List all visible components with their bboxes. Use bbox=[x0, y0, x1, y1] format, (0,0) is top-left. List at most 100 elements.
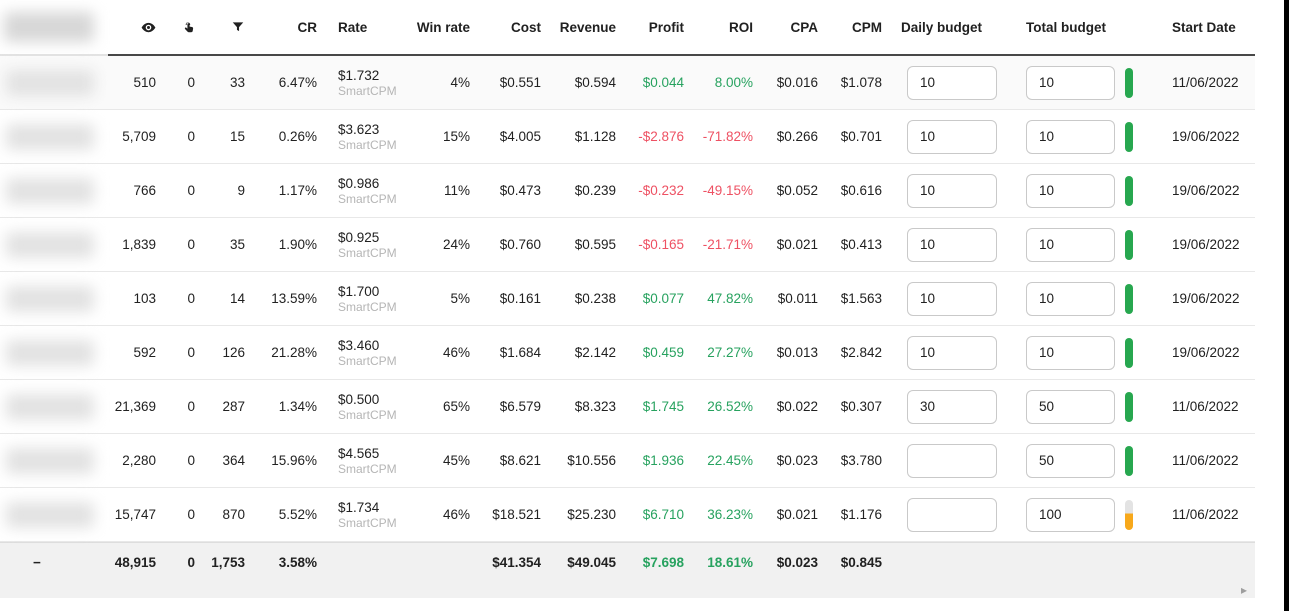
totals-row: − 48,915 0 1,753 3.58% $41.354 $49.045 $… bbox=[0, 543, 1255, 581]
totals-impressions: 48,915 bbox=[114, 554, 156, 570]
profit-value: $0.459 bbox=[642, 345, 684, 360]
table-row: 103 0 14 13.59% $1.700 SmartCPM 5% $0.16… bbox=[0, 272, 1255, 326]
win-rate-value: 11% bbox=[443, 183, 470, 198]
col-header-profit[interactable]: Profit bbox=[618, 0, 686, 56]
daily-budget-input[interactable] bbox=[907, 443, 997, 478]
win-rate-value: 15% bbox=[442, 129, 470, 144]
rate-type-label: SmartCPM bbox=[338, 353, 397, 368]
win-rate-value: 46% bbox=[442, 507, 470, 522]
col-header-cpa[interactable]: CPA bbox=[755, 0, 820, 56]
total-budget-input[interactable] bbox=[1026, 281, 1115, 316]
col-header-daily-budget[interactable]: Daily budget bbox=[884, 0, 1016, 56]
totals-roi: 18.61% bbox=[707, 554, 753, 570]
col-header-cpm[interactable]: CPM bbox=[820, 0, 884, 56]
impressions-value: 21,369 bbox=[114, 399, 156, 414]
campaign-name-blurred[interactable] bbox=[0, 326, 108, 379]
col-header-rate[interactable]: Rate bbox=[319, 0, 411, 56]
scroll-right-arrow-icon[interactable]: ▸ bbox=[1240, 582, 1247, 597]
profit-value: -$0.232 bbox=[638, 183, 684, 198]
rate-cell: $4.565 SmartCPM bbox=[319, 434, 411, 487]
campaign-name-blurred[interactable] bbox=[0, 272, 108, 325]
rate-cell: $1.732 SmartCPM bbox=[319, 56, 411, 109]
rate-type-label: SmartCPM bbox=[338, 299, 397, 314]
col-header-clicks[interactable] bbox=[158, 0, 197, 56]
daily-budget-input[interactable] bbox=[907, 335, 997, 370]
profit-value: $1.936 bbox=[642, 453, 684, 468]
col-header-total-budget[interactable]: Total budget bbox=[1016, 0, 1116, 56]
campaign-name-blurred[interactable] bbox=[0, 488, 108, 541]
daily-budget-input[interactable] bbox=[907, 281, 997, 316]
campaign-name-blurred[interactable] bbox=[0, 110, 108, 163]
rate-value: $3.623 bbox=[338, 121, 380, 137]
start-date-value: 19/06/2022 bbox=[1172, 345, 1240, 360]
col-header-cost[interactable]: Cost bbox=[472, 0, 543, 56]
daily-budget-input[interactable] bbox=[907, 497, 997, 532]
daily-budget-input[interactable] bbox=[907, 389, 997, 424]
blurred-text bbox=[6, 447, 94, 474]
revenue-value: $0.239 bbox=[574, 183, 616, 198]
clicks-value: 0 bbox=[187, 291, 195, 306]
total-budget-input[interactable] bbox=[1026, 389, 1115, 424]
roi-value: -49.15% bbox=[702, 183, 753, 198]
table-row: 5,709 0 15 0.26% $3.623 SmartCPM 15% $4.… bbox=[0, 110, 1255, 164]
cr-value: 0.26% bbox=[278, 129, 317, 144]
rate-value: $4.565 bbox=[338, 445, 380, 461]
total-budget-input[interactable] bbox=[1026, 65, 1115, 100]
daily-budget-cell bbox=[884, 380, 1016, 433]
campaign-name-blurred[interactable] bbox=[0, 380, 108, 433]
start-date-value: 19/06/2022 bbox=[1172, 291, 1240, 306]
budget-bar-cell bbox=[1116, 326, 1152, 379]
rate-type-label: SmartCPM bbox=[338, 407, 397, 422]
budget-progress-bar bbox=[1125, 121, 1133, 152]
cpa-value: $0.016 bbox=[776, 75, 818, 90]
rate-value: $1.734 bbox=[338, 499, 380, 515]
total-budget-input[interactable] bbox=[1026, 173, 1115, 208]
total-budget-input[interactable] bbox=[1026, 443, 1115, 478]
col-header-win-rate[interactable]: Win rate bbox=[411, 0, 472, 56]
col-header-conversions[interactable] bbox=[197, 0, 247, 56]
horizontal-scrollbar[interactable]: ▸ bbox=[0, 581, 1255, 598]
col-header-roi[interactable]: ROI bbox=[686, 0, 755, 56]
budget-bar-cell bbox=[1116, 380, 1152, 433]
rate-type-label: SmartCPM bbox=[338, 137, 397, 152]
col-header-cr[interactable]: CR bbox=[247, 0, 319, 56]
campaign-name-blurred[interactable] bbox=[0, 434, 108, 487]
table-row: 1,839 0 35 1.90% $0.925 SmartCPM 24% $0.… bbox=[0, 218, 1255, 272]
total-budget-input[interactable] bbox=[1026, 335, 1115, 370]
daily-budget-input[interactable] bbox=[907, 227, 997, 262]
totals-profit: $7.698 bbox=[642, 554, 684, 570]
conversions-value: 33 bbox=[229, 75, 245, 90]
profit-value: -$0.165 bbox=[638, 237, 684, 252]
clicks-value: 0 bbox=[187, 507, 195, 522]
impressions-value: 5,709 bbox=[122, 129, 156, 144]
total-budget-cell bbox=[1016, 218, 1116, 271]
blurred-text bbox=[6, 393, 94, 420]
total-budget-input[interactable] bbox=[1026, 119, 1115, 154]
profit-value: $0.077 bbox=[642, 291, 684, 306]
col-header-revenue[interactable]: Revenue bbox=[543, 0, 618, 56]
cpa-value: $0.011 bbox=[777, 291, 818, 306]
rate-value: $0.986 bbox=[338, 175, 380, 191]
cpa-value: $0.052 bbox=[776, 183, 818, 198]
cr-value: 21.28% bbox=[271, 345, 317, 360]
revenue-value: $2.142 bbox=[574, 345, 616, 360]
col-header-start-date[interactable]: Start Date bbox=[1152, 0, 1255, 56]
cr-value: 6.47% bbox=[278, 75, 317, 90]
daily-budget-cell bbox=[884, 110, 1016, 163]
campaign-name-blurred[interactable] bbox=[0, 164, 108, 217]
impressions-value: 766 bbox=[133, 183, 156, 198]
total-budget-input[interactable] bbox=[1026, 227, 1115, 262]
daily-budget-input[interactable] bbox=[907, 119, 997, 154]
campaign-name-blurred[interactable] bbox=[0, 56, 108, 109]
cpm-value: $0.701 bbox=[840, 129, 882, 144]
cost-value: $0.473 bbox=[499, 183, 541, 198]
total-budget-input[interactable] bbox=[1026, 497, 1115, 532]
daily-budget-input[interactable] bbox=[907, 65, 997, 100]
total-budget-cell bbox=[1016, 272, 1116, 325]
start-date-value: 19/06/2022 bbox=[1172, 237, 1240, 252]
campaign-name-blurred[interactable] bbox=[0, 218, 108, 271]
daily-budget-input[interactable] bbox=[907, 173, 997, 208]
col-header-impressions[interactable] bbox=[108, 0, 158, 56]
budget-progress-bar bbox=[1125, 499, 1133, 530]
cost-value: $8.621 bbox=[499, 453, 541, 468]
